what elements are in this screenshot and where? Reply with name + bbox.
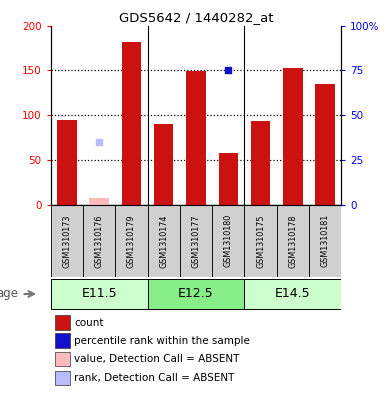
Bar: [154, 124, 174, 204]
Bar: [115, 204, 147, 277]
Bar: [218, 152, 238, 204]
Text: E12.5: E12.5: [178, 288, 214, 301]
Text: GSM1310174: GSM1310174: [159, 214, 168, 268]
Text: GSM1310176: GSM1310176: [95, 214, 104, 268]
Bar: [245, 204, 277, 277]
Bar: [212, 204, 245, 277]
Text: percentile rank within the sample: percentile rank within the sample: [74, 336, 250, 345]
Bar: [89, 198, 109, 204]
Bar: [57, 119, 76, 204]
Text: value, Detection Call = ABSENT: value, Detection Call = ABSENT: [74, 354, 239, 364]
Point: [161, 6, 167, 13]
Title: GDS5642 / 1440282_at: GDS5642 / 1440282_at: [119, 11, 273, 24]
Bar: [186, 71, 206, 204]
Text: GSM1310180: GSM1310180: [224, 214, 233, 268]
Bar: [55, 371, 69, 385]
Bar: [283, 68, 303, 204]
Bar: [180, 204, 212, 277]
Text: GSM1310178: GSM1310178: [288, 214, 297, 268]
Bar: [309, 204, 341, 277]
Bar: [51, 204, 83, 277]
Text: E14.5: E14.5: [275, 288, 311, 301]
Bar: [51, 279, 147, 309]
Bar: [55, 352, 69, 366]
Bar: [147, 279, 245, 309]
Point: [257, 15, 264, 22]
Text: E11.5: E11.5: [81, 288, 117, 301]
Text: GSM1310175: GSM1310175: [256, 214, 265, 268]
Point: [193, 1, 199, 7]
Text: rank, Detection Call = ABSENT: rank, Detection Call = ABSENT: [74, 373, 234, 383]
Point: [96, 139, 102, 145]
Bar: [83, 204, 115, 277]
Point: [290, 0, 296, 6]
Bar: [277, 204, 309, 277]
Bar: [147, 204, 180, 277]
Point: [225, 67, 231, 73]
Text: count: count: [74, 318, 103, 327]
Bar: [245, 279, 341, 309]
Point: [64, 4, 70, 11]
Point: [322, 17, 328, 23]
Bar: [55, 334, 69, 347]
Bar: [55, 316, 69, 330]
Text: GSM1310173: GSM1310173: [62, 214, 71, 268]
Bar: [316, 84, 335, 204]
Text: GSM1310181: GSM1310181: [321, 214, 330, 268]
Bar: [122, 42, 141, 204]
Text: age: age: [0, 288, 19, 301]
Text: GSM1310179: GSM1310179: [127, 214, 136, 268]
Text: GSM1310177: GSM1310177: [191, 214, 200, 268]
Bar: [251, 121, 270, 204]
